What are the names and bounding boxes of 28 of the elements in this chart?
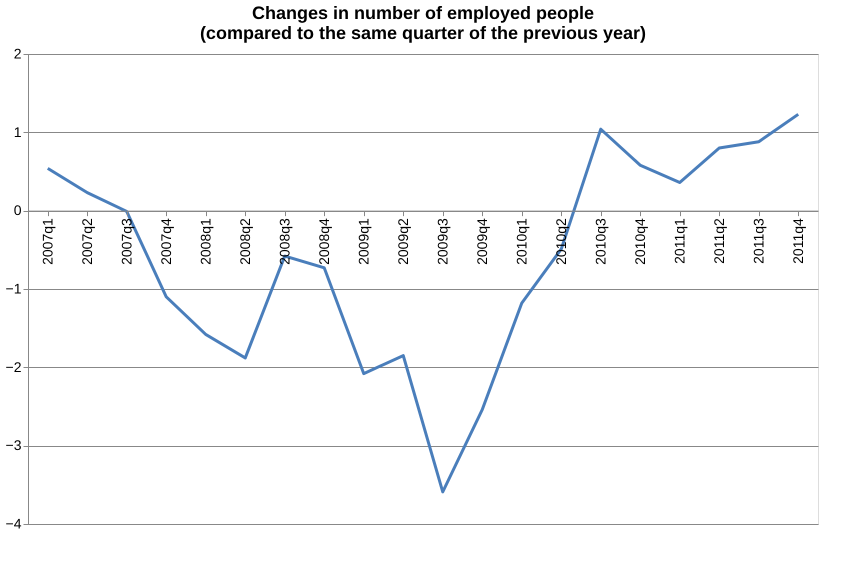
x-tick-label: 2008q1	[197, 218, 214, 265]
x-tick-label: 2007q2	[78, 218, 95, 265]
x-tick-label: 2007q3	[118, 218, 134, 265]
x-tick-label: 2007q1	[39, 218, 56, 265]
x-tick-label: 2010q1	[513, 218, 530, 265]
x-tick-label: 2010q3	[592, 218, 608, 265]
y-tick-label: 1	[14, 124, 22, 140]
chart-title: Changes in number of employed people (compared to the same quarter of the previous year)	[200, 3, 646, 43]
y-tick-label: −3	[6, 437, 22, 454]
x-tick-label: 2008q4	[316, 218, 332, 265]
x-tick-label: 2010q4	[632, 218, 648, 265]
x-tick-label: 2007q4	[158, 218, 174, 265]
y-tick-label: −1	[6, 280, 22, 296]
x-tick-label: 2011q1	[671, 218, 688, 264]
x-tick-label: 2008q3	[276, 218, 292, 265]
x-tick-label: 2009q4	[474, 218, 490, 265]
x-tick-label: 2009q3	[434, 218, 450, 265]
x-tick-label: 2011q2	[710, 218, 727, 264]
x-tick-label: 2011q4	[790, 218, 806, 264]
y-tick-label: 0	[14, 202, 22, 218]
x-tick-label: 2009q2	[394, 218, 411, 265]
y-tick-label: 2	[14, 46, 22, 62]
x-tick-label: 2011q3	[750, 218, 766, 264]
y-tick-label: −2	[6, 358, 22, 375]
x-tick-label: 2010q2	[552, 218, 569, 265]
y-tick-label: −4	[6, 516, 22, 532]
x-tick-label: 2008q2	[236, 218, 253, 265]
x-tick-label: 2009q1	[355, 218, 372, 265]
